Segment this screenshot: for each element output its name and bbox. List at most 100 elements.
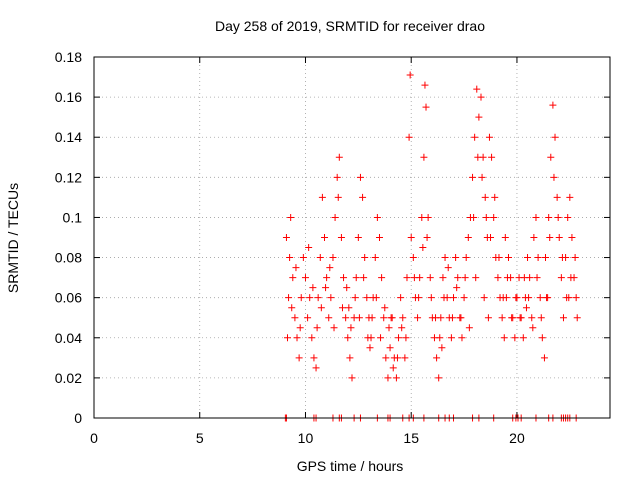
data-point (532, 213, 540, 221)
data-point (402, 334, 410, 342)
data-point (337, 234, 345, 241)
data-point (378, 274, 386, 282)
data-point (534, 254, 542, 262)
data-point (540, 354, 548, 362)
data-point (384, 374, 392, 382)
data-point (386, 344, 394, 352)
data-point (363, 294, 371, 302)
data-point (419, 244, 427, 252)
data-point (285, 294, 293, 302)
data-point (389, 364, 397, 372)
data-point (557, 274, 565, 282)
data-point (359, 193, 367, 201)
data-point (508, 314, 516, 322)
data-point (488, 153, 496, 161)
data-point (309, 284, 317, 292)
data-point (558, 254, 566, 262)
data-point (469, 173, 477, 181)
data-point (567, 274, 575, 282)
data-point (371, 254, 379, 262)
data-point (473, 85, 481, 93)
data-point (405, 133, 413, 141)
data-point (553, 193, 561, 201)
data-point (368, 314, 376, 322)
data-point (333, 173, 341, 181)
data-point (547, 153, 555, 161)
data-point (520, 274, 528, 282)
plot-frame (93, 56, 611, 419)
data-point (498, 314, 506, 322)
data-point (432, 314, 440, 322)
data-point (472, 274, 480, 282)
data-point (372, 294, 380, 302)
data-point (327, 294, 335, 302)
data-point (373, 213, 381, 221)
data-point (519, 334, 527, 342)
data-point (462, 254, 470, 262)
data-point (340, 274, 348, 282)
data-point (477, 93, 485, 101)
y-tick-label: 0.1 (63, 209, 83, 225)
data-point (573, 314, 581, 322)
data-point (382, 354, 390, 362)
data-point (484, 314, 492, 322)
data-point (566, 193, 574, 201)
data-point (524, 254, 532, 262)
data-point (410, 274, 418, 282)
data-point (436, 334, 444, 342)
data-point (393, 354, 401, 362)
data-point (355, 314, 363, 322)
data-point (296, 324, 304, 332)
data-point (304, 314, 312, 322)
data-point (351, 294, 359, 302)
data-point (377, 334, 385, 342)
x-axis-label: GPS time / hours (297, 458, 404, 474)
data-point (289, 274, 297, 282)
data-point (284, 334, 291, 342)
data-point (423, 234, 431, 241)
data-point (305, 244, 313, 252)
x-tick-label: 15 (403, 430, 419, 446)
data-point (537, 314, 545, 322)
data-point (424, 213, 432, 221)
data-point (438, 344, 446, 352)
data-point (347, 324, 355, 332)
data-point (297, 294, 305, 302)
x-tick-label: 10 (298, 430, 314, 446)
data-point (312, 364, 320, 372)
data-point (381, 304, 389, 312)
data-point (465, 324, 473, 332)
data-point (533, 274, 541, 282)
data-point (323, 274, 331, 282)
data-point (555, 234, 563, 241)
chart-title: Day 258 of 2019, SRMTID for receiver dra… (215, 18, 485, 34)
data-point (343, 284, 351, 292)
data-point (453, 284, 461, 292)
data-point (478, 173, 486, 181)
y-tick-label: 0.12 (55, 169, 82, 185)
data-point (447, 334, 455, 342)
data-point (549, 101, 557, 109)
data-point (313, 324, 321, 332)
data-point (470, 213, 478, 221)
data-point (356, 173, 364, 181)
data-point (512, 294, 520, 302)
data-point (397, 294, 405, 302)
data-point (439, 274, 447, 282)
data-point (564, 213, 572, 221)
data-point (293, 334, 301, 342)
data-point (414, 314, 422, 322)
data-point (501, 234, 509, 241)
data-point (342, 314, 350, 322)
data-point (317, 304, 325, 312)
data-point (457, 314, 465, 322)
data-point (321, 234, 329, 241)
data-point (295, 354, 303, 362)
data-point (545, 213, 553, 221)
data-point (318, 193, 326, 201)
data-point (401, 354, 409, 362)
data-point (511, 334, 519, 342)
data-point (487, 234, 495, 241)
